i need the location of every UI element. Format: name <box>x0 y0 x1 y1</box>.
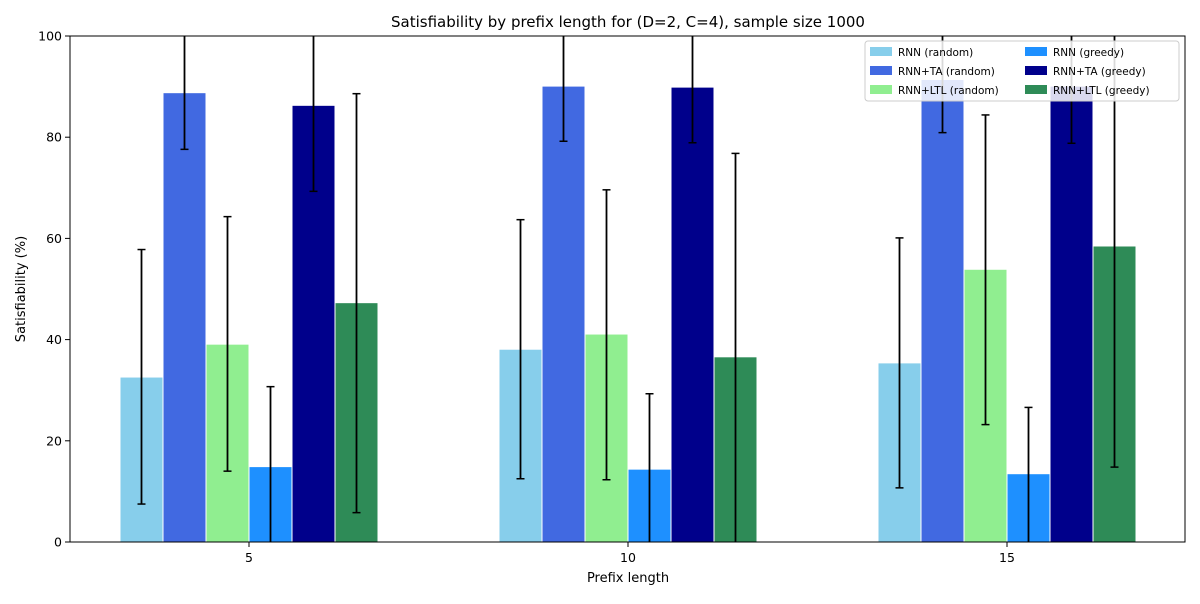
legend-label: RNN (random) <box>898 47 973 59</box>
x-tick-label: 15 <box>999 550 1015 565</box>
legend: RNN (random) RNN+TA (random) RNN+LTL (rand… <box>864 40 1180 102</box>
legend-label: RNN (greedy) <box>1053 47 1124 59</box>
y-tick-label: 0 <box>54 535 62 550</box>
legend-swatch <box>870 66 892 75</box>
x-tick-label: 5 <box>245 550 253 565</box>
bar <box>671 87 714 542</box>
legend-swatch <box>1025 47 1047 56</box>
legend-box <box>864 40 1180 102</box>
bar <box>921 80 964 542</box>
bar <box>163 93 206 542</box>
bars-group <box>120 80 1136 542</box>
legend-label: RNN+TA (random) <box>898 66 995 78</box>
y-axis: 0 20 40 60 80 100 <box>38 29 70 550</box>
x-axis: 5 10 15 <box>245 542 1015 565</box>
legend-swatch <box>1025 85 1047 94</box>
legend-label: RNN+LTL (greedy) <box>1053 85 1150 97</box>
y-tick-label: 80 <box>46 130 62 145</box>
y-axis-label: Satisfiability (%) <box>14 236 29 342</box>
y-tick-label: 60 <box>46 231 62 246</box>
y-tick-label: 100 <box>38 29 62 44</box>
legend-label: RNN+LTL (random) <box>898 85 999 97</box>
chart-title: Satisfiability by prefix length for (D=2… <box>391 13 865 31</box>
error-bars-group <box>137 36 1119 542</box>
legend-swatch <box>1025 66 1047 75</box>
bar <box>542 86 585 542</box>
x-axis-label: Prefix length <box>587 571 669 586</box>
legend-swatch <box>870 47 892 56</box>
y-tick-label: 20 <box>46 433 62 448</box>
y-tick-label: 40 <box>46 332 62 347</box>
x-tick-label: 10 <box>620 550 636 565</box>
legend-label: RNN+TA (greedy) <box>1053 66 1146 78</box>
bar <box>1050 86 1093 542</box>
legend-swatch <box>870 85 892 94</box>
